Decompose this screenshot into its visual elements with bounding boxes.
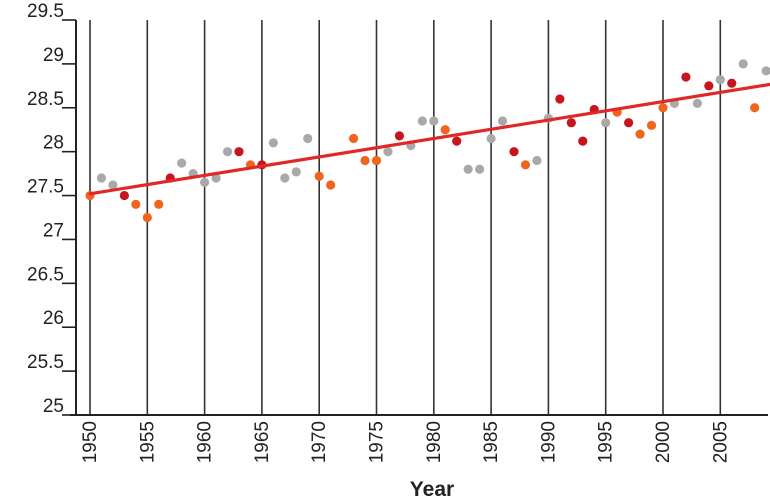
x-tick-label-1980: 1980 <box>424 421 445 463</box>
x-tick-label-1975: 1975 <box>367 421 388 463</box>
data-point-1975 <box>371 155 382 166</box>
x-tick-label-1990: 1990 <box>538 421 559 463</box>
data-point-1951 <box>96 173 107 183</box>
data-point-1997 <box>624 118 634 128</box>
data-point-1974 <box>360 155 370 166</box>
data-point-1999 <box>646 120 657 130</box>
data-point-1998 <box>635 129 645 139</box>
data-point-2008 <box>750 103 760 113</box>
y-tick-label-25: 25 <box>43 396 64 417</box>
x-tick-label-1965: 1965 <box>252 421 273 463</box>
y-tick-label-29.5: 29.5 <box>27 1 64 22</box>
data-point-1956 <box>154 199 164 209</box>
y-tick-label-27: 27 <box>43 220 64 241</box>
x-tick-label-1970: 1970 <box>309 421 330 463</box>
data-points <box>85 59 770 223</box>
data-point-2000 <box>658 103 668 113</box>
data-point-2007 <box>738 59 748 69</box>
grid-lines <box>89 20 722 415</box>
trend-line-group <box>88 82 770 196</box>
x-axis-title: Year <box>410 478 454 501</box>
x-tick-label-1950: 1950 <box>80 421 101 463</box>
y-tick-label-29: 29 <box>43 45 64 66</box>
data-point-1958 <box>177 158 187 168</box>
data-point-1995 <box>601 118 611 128</box>
y-tick-label-26.5: 26.5 <box>27 264 64 285</box>
data-point-2005 <box>715 75 725 85</box>
data-point-1952 <box>108 180 118 190</box>
data-point-1982 <box>452 136 462 146</box>
x-tick-labels: 1950 1955 1960 1965 1970 1975 1980 1985 1990 1995… <box>80 421 731 463</box>
data-point-1962 <box>222 147 233 157</box>
data-point-1986 <box>497 116 508 126</box>
x-tick-label-1995: 1995 <box>596 421 617 463</box>
axes <box>62 19 768 416</box>
y-tick-label-28: 28 <box>43 133 64 154</box>
data-point-1966 <box>268 138 278 148</box>
data-point-1960 <box>200 177 210 187</box>
x-tick-label-2005: 2005 <box>710 421 731 463</box>
data-point-1991 <box>555 94 565 104</box>
data-point-1983 <box>463 164 473 174</box>
data-point-2006 <box>727 78 737 88</box>
data-point-1963 <box>234 147 244 157</box>
data-point-2003 <box>692 98 702 108</box>
data-point-1981 <box>440 125 450 135</box>
data-point-1969 <box>303 133 313 144</box>
data-point-1989 <box>532 155 542 166</box>
y-tick-label-25.5: 25.5 <box>27 352 64 373</box>
x-tick-label-1960: 1960 <box>195 421 216 463</box>
data-point-1993 <box>578 136 588 146</box>
data-point-1968 <box>291 167 301 177</box>
y-tick-label-27.5: 27.5 <box>27 177 64 198</box>
data-point-1976 <box>383 147 393 157</box>
data-point-1955 <box>142 212 152 223</box>
data-point-1973 <box>348 133 359 144</box>
data-point-1953 <box>119 190 129 201</box>
data-point-2004 <box>704 81 714 91</box>
x-tick-label-2000: 2000 <box>653 421 674 463</box>
data-point-1971 <box>326 180 336 190</box>
data-point-1992 <box>566 118 576 128</box>
data-point-1967 <box>280 173 290 183</box>
data-point-1954 <box>131 199 141 209</box>
y-tick-label-28.5: 28.5 <box>27 89 64 110</box>
x-tick-label-1955: 1955 <box>137 421 158 463</box>
data-point-1961 <box>211 173 221 183</box>
y-tick-label-26: 26 <box>43 308 64 329</box>
trend-line <box>88 82 770 196</box>
data-point-2002 <box>681 72 691 82</box>
x-tick-label-1985: 1985 <box>481 421 502 463</box>
data-point-1985 <box>486 133 496 144</box>
data-point-1988 <box>520 160 531 170</box>
data-point-1980 <box>429 116 439 126</box>
data-point-1979 <box>417 116 427 126</box>
data-point-1984 <box>475 164 485 174</box>
data-point-2009 <box>761 66 770 76</box>
data-point-1977 <box>394 131 405 141</box>
data-point-1987 <box>509 147 519 157</box>
y-tick-labels: 25 25.5 26 26.5 27 27.5 28 28.5 29 29.5 <box>27 1 64 417</box>
data-point-1970 <box>314 171 324 181</box>
